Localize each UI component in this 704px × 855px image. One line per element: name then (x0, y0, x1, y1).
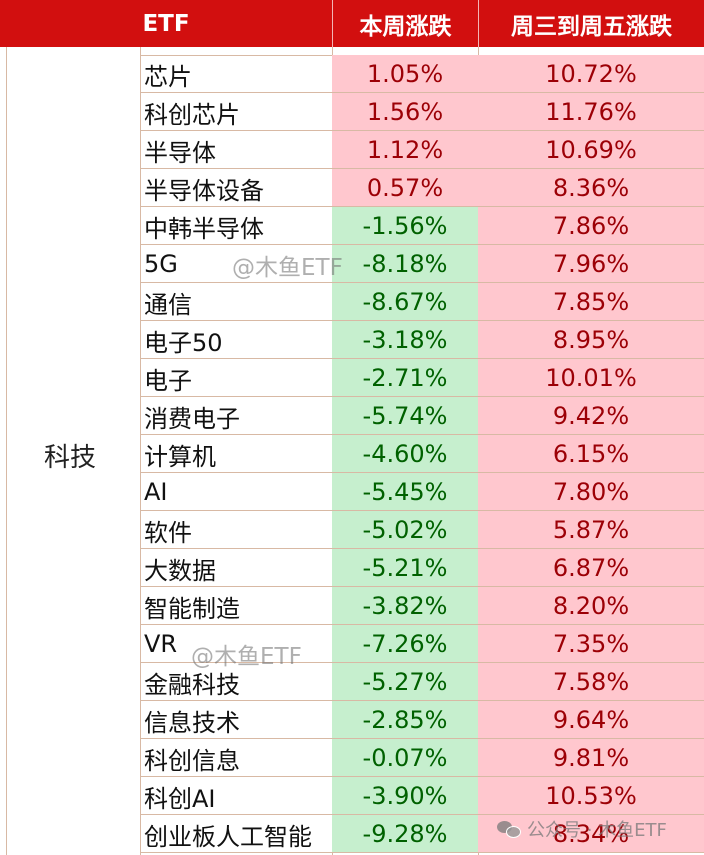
table-row-etf-name[interactable]: 智能制造 (144, 594, 240, 623)
table-row-etf-name[interactable]: 电子 (144, 366, 192, 395)
grid-line (140, 244, 704, 245)
table-row-week-change[interactable]: 1.56% (332, 93, 478, 131)
table-row-wed-fri-change[interactable]: 7.35% (478, 625, 704, 663)
table-row-week-change[interactable]: -9.28% (332, 815, 478, 853)
grid-line (140, 510, 704, 511)
table-row-week-change[interactable]: -3.82% (332, 587, 478, 625)
table-row-week-change[interactable]: -5.02% (332, 511, 478, 549)
grid-line (140, 358, 704, 359)
table-row-etf-name[interactable]: 大数据 (144, 556, 216, 585)
table-row-week-change[interactable]: -8.67% (332, 283, 478, 321)
grid-line (140, 47, 141, 855)
table-row-etf-name[interactable]: 科创芯片 (144, 100, 240, 129)
table-row-wed-fri-change[interactable]: 10.53% (478, 777, 704, 815)
table-row-etf-name[interactable]: 半导体 (144, 138, 216, 167)
table-row-etf-name[interactable]: 科创AI (144, 784, 216, 813)
table-row-week-change[interactable]: -1.56% (332, 207, 478, 245)
table-row-etf-name[interactable]: 创业板人工智能 (144, 822, 312, 851)
grid-line (140, 814, 704, 815)
table-row-wed-fri-change[interactable]: 6.15% (478, 435, 704, 473)
table-row-week-change[interactable]: -0.07% (332, 739, 478, 777)
table-row-wed-fri-change[interactable]: 8.20% (478, 587, 704, 625)
table-row-week-change[interactable]: -3.18% (332, 321, 478, 359)
table-row-week-change[interactable]: -2.85% (332, 701, 478, 739)
grid-line (140, 168, 704, 169)
table-row-etf-name[interactable]: 中韩半导体 (144, 214, 264, 243)
header-wed-fri-change-label: 周三到周五涨跌 (511, 13, 672, 40)
table-row-week-change[interactable]: -5.27% (332, 663, 478, 701)
grid-line (140, 738, 704, 739)
grid-line (140, 206, 704, 207)
table-row-wed-fri-change[interactable]: 7.58% (478, 663, 704, 701)
table-row-etf-name[interactable]: 半导体设备 (144, 176, 264, 205)
table-row-week-change[interactable]: -5.45% (332, 473, 478, 511)
header-wed-fri-change[interactable]: 周三到周五涨跌 (478, 0, 704, 47)
table-row-week-change[interactable]: -7.26% (332, 625, 478, 663)
table-row-week-change[interactable]: 0.57% (332, 169, 478, 207)
header-week-change[interactable]: 本周涨跌 (332, 0, 478, 47)
grid-line (140, 472, 704, 473)
grid-line (140, 320, 704, 321)
table-row-week-change[interactable]: -8.18% (332, 245, 478, 283)
table-row-etf-name[interactable]: 金融科技 (144, 670, 240, 699)
table-row-wed-fri-change[interactable]: 11.76% (478, 93, 704, 131)
grid-line (140, 434, 704, 435)
table-row-wed-fri-change[interactable]: 7.86% (478, 207, 704, 245)
table-row-week-change[interactable]: 1.05% (332, 55, 478, 93)
grid-line (140, 586, 704, 587)
table-row-etf-name[interactable]: 软件 (144, 518, 192, 547)
table-row-etf-name[interactable]: 芯片 (144, 62, 192, 91)
header-week-change-label: 本周涨跌 (359, 13, 452, 40)
table-row-week-change[interactable]: -5.74% (332, 397, 478, 435)
table-row-wed-fri-change[interactable]: 9.42% (478, 397, 704, 435)
table-row-etf-name[interactable]: AI (144, 478, 168, 506)
table-row-etf-name[interactable]: 科创信息 (144, 746, 240, 775)
category-cell[interactable]: 科技 (0, 55, 140, 855)
table-row-wed-fri-change[interactable]: 7.85% (478, 283, 704, 321)
table-row-etf-name[interactable]: VR (144, 630, 178, 658)
table-row-wed-fri-change[interactable]: 10.69% (478, 131, 704, 169)
table-row-wed-fri-change[interactable]: 10.01% (478, 359, 704, 397)
grid-line (140, 282, 704, 283)
grid-line (140, 700, 704, 701)
table-row-etf-name[interactable]: 计算机 (144, 442, 216, 471)
table-row-wed-fri-change[interactable]: 6.87% (478, 549, 704, 587)
table-row-etf-name[interactable]: 通信 (144, 290, 192, 319)
header-etf-label: ETF (142, 10, 190, 37)
table-row-etf-name[interactable]: 5G (144, 250, 178, 278)
table-row-wed-fri-change[interactable]: 7.80% (478, 473, 704, 511)
grid-line (140, 130, 704, 131)
grid-line (140, 662, 704, 663)
table-row-wed-fri-change[interactable]: 10.72% (478, 55, 704, 93)
grid-line (140, 92, 704, 93)
table-row-wed-fri-change[interactable]: 9.81% (478, 739, 704, 777)
table-row-week-change[interactable]: -3.90% (332, 777, 478, 815)
table-row-wed-fri-change[interactable]: 5.87% (478, 511, 704, 549)
table-row-wed-fri-change[interactable]: 7.96% (478, 245, 704, 283)
grid-line (140, 548, 704, 549)
grid-line (140, 396, 704, 397)
table-row-week-change[interactable]: -4.60% (332, 435, 478, 473)
table-row-wed-fri-change[interactable]: 9.64% (478, 701, 704, 739)
table-row-etf-name[interactable]: 电子50 (144, 328, 223, 357)
table-row-etf-name[interactable]: 信息技术 (144, 708, 240, 737)
grid-line (6, 47, 7, 855)
header-etf[interactable]: ETF (0, 0, 332, 47)
table-row-week-change[interactable]: -5.21% (332, 549, 478, 587)
grid-line (140, 624, 704, 625)
table-row-week-change[interactable]: -2.71% (332, 359, 478, 397)
grid-line (140, 776, 704, 777)
table-row-wed-fri-change[interactable]: 8.34% (478, 815, 704, 853)
category-label: 科技 (43, 442, 96, 473)
table-row-wed-fri-change[interactable]: 8.36% (478, 169, 704, 207)
table-row-wed-fri-change[interactable]: 8.95% (478, 321, 704, 359)
table-row-week-change[interactable]: 1.12% (332, 131, 478, 169)
grid-line (140, 852, 704, 853)
table-row-etf-name[interactable]: 消费电子 (144, 404, 240, 433)
